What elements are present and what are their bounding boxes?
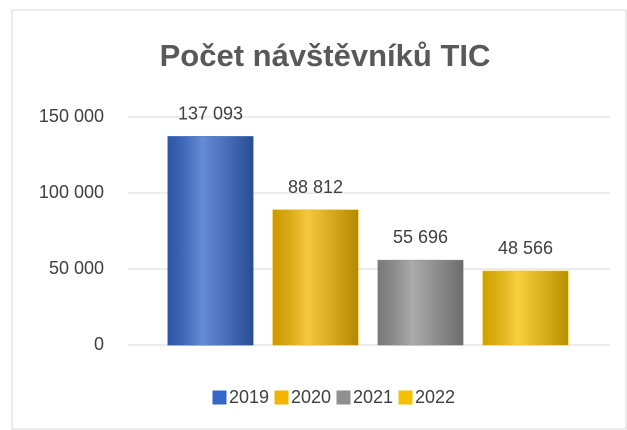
legend-swatch bbox=[336, 390, 351, 405]
legend-swatch bbox=[274, 390, 289, 405]
chart-frame bbox=[11, 9, 627, 430]
legend-swatch bbox=[398, 390, 413, 405]
y-tick-label: 150 000 bbox=[39, 106, 104, 126]
bar bbox=[482, 270, 569, 346]
bar bbox=[272, 209, 359, 346]
y-tick-label: 0 bbox=[94, 334, 104, 354]
legend-label: 2022 bbox=[415, 387, 455, 407]
legend-label: 2020 bbox=[291, 387, 331, 407]
legend-label: 2019 bbox=[229, 387, 269, 407]
data-label: 55 696 bbox=[393, 227, 448, 247]
data-label: 137 093 bbox=[178, 103, 243, 123]
y-tick-label: 100 000 bbox=[39, 182, 104, 202]
y-tick-label: 50 000 bbox=[49, 258, 104, 278]
bar bbox=[167, 136, 254, 346]
data-label: 48 566 bbox=[498, 238, 553, 258]
bar bbox=[377, 259, 464, 346]
chart-title: Počet návštěvníků TIC bbox=[160, 38, 491, 73]
legend-label: 2021 bbox=[353, 387, 393, 407]
legend-swatch bbox=[212, 390, 227, 405]
data-label: 88 812 bbox=[288, 177, 343, 197]
